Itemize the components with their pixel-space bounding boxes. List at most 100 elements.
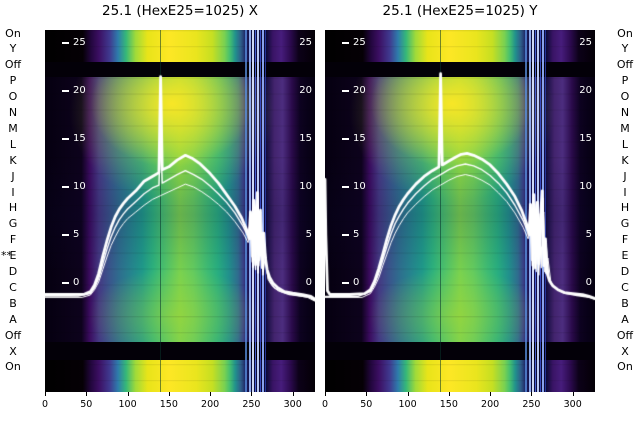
- row-label-left-b-17: B: [9, 296, 17, 310]
- row-label-right-l-7: L: [621, 137, 629, 151]
- value-tick-label-right: 10: [299, 181, 312, 192]
- row-label-right-c-16: C: [621, 280, 629, 294]
- row-label-right-d-15: D: [620, 265, 630, 278]
- value-tick-mark: [62, 42, 69, 44]
- value-tick-label: 10: [353, 181, 366, 192]
- value-tick-label: 15: [353, 133, 366, 144]
- x-tick-label: 0: [41, 399, 49, 410]
- x-tick-mark: [210, 392, 212, 396]
- row-label-right-k-8: K: [621, 153, 629, 167]
- row-label-right-y-1: Y: [621, 42, 629, 56]
- value-tick-label-right: 25: [579, 37, 592, 48]
- profile-lines-canvas: [45, 30, 315, 392]
- x-tick-label: 250: [522, 399, 541, 410]
- row-label-right-g-12: G: [620, 217, 630, 231]
- x-tick-label: 0: [321, 399, 329, 410]
- x-tick-label: 250: [242, 399, 261, 410]
- value-tick-mark: [62, 186, 69, 188]
- x-tick-mark: [251, 392, 253, 396]
- value-tick-label-right: 5: [585, 229, 592, 240]
- value-tick-label: 15: [73, 133, 86, 144]
- value-tick-mark: [342, 234, 349, 236]
- row-label-left-p-3: P: [9, 74, 17, 88]
- x-tick-label: 200: [481, 399, 500, 410]
- x-tick-mark: [45, 392, 46, 396]
- x-tick-mark: [86, 392, 88, 396]
- row-label-left-off-2: Off: [4, 58, 22, 72]
- row-label-left-l-7: L: [9, 137, 17, 151]
- value-tick-label-right: 20: [299, 85, 312, 96]
- value-tick-label: 0: [73, 277, 80, 288]
- plot-area-y: 25 25 20 20 15 15 10 10 5 5 0 0: [325, 30, 595, 392]
- value-tick-mark: [342, 138, 349, 140]
- row-label-right-o-4: O: [620, 90, 630, 104]
- value-tick-mark: [342, 282, 349, 284]
- row-label-left-k-8: K: [9, 153, 17, 167]
- value-tick-label-right: 15: [579, 133, 592, 144]
- panel-x-title: 25.1 (HexE25=1025) X: [101, 3, 258, 19]
- value-tick-label: 20: [353, 85, 366, 96]
- x-tick-label: 300: [283, 399, 302, 410]
- row-label-left-x-20: X: [9, 344, 17, 358]
- row-label-right-p-3: P: [621, 74, 629, 88]
- panel-x: 25 25 20 20 15 15 10 10 5 5 0 0 0 50 100 150 200 250 300: [42, 30, 315, 422]
- value-tick-mark: [62, 234, 69, 236]
- x-tick-mark: [366, 392, 368, 396]
- x-tick-mark: [490, 392, 492, 396]
- row-label-left-g-12: G: [8, 217, 18, 231]
- x-tick-label: 50: [360, 399, 373, 410]
- x-tick-mark: [168, 392, 170, 396]
- row-label-right-j-9: J: [623, 169, 627, 183]
- value-tick-label: 0: [353, 277, 360, 288]
- value-tick-mark: [342, 186, 349, 188]
- value-tick-label: 20: [73, 85, 86, 96]
- x-tick-mark: [572, 392, 574, 396]
- value-tick-label-right: 0: [585, 277, 592, 288]
- x-tick-label: 150: [439, 399, 458, 410]
- value-tick-mark: [342, 42, 349, 44]
- x-tick-label: 200: [201, 399, 220, 410]
- value-tick-mark: [62, 138, 69, 140]
- value-tick-mark: [62, 90, 69, 92]
- value-tick-label-right: 5: [305, 229, 312, 240]
- profile-lines-canvas: [325, 30, 595, 392]
- x-tick-mark: [325, 392, 326, 396]
- value-tick-label: 25: [353, 37, 366, 48]
- value-tick-mark: [62, 282, 69, 284]
- row-label-left-i-10: I: [11, 185, 15, 199]
- star-marker: **: [1, 249, 12, 263]
- row-label-left-o-4: O: [8, 90, 18, 104]
- row-label-right-i-10: I: [623, 185, 627, 199]
- x-tick-label: 150: [159, 399, 178, 410]
- row-label-left-c-16: C: [9, 280, 17, 294]
- value-tick-label-right: 0: [305, 277, 312, 288]
- row-label-left-on-21: On: [5, 360, 21, 374]
- x-tick-mark: [292, 392, 294, 396]
- left-row-labels: On Y Off P O N M L K J I H G F E D C B A Off X On **: [0, 0, 26, 440]
- x-tick-label: 300: [563, 399, 582, 410]
- row-label-left-f-13: F: [9, 233, 17, 247]
- x-tick-mark: [531, 392, 533, 396]
- row-label-right-x-20: X: [621, 344, 629, 358]
- row-label-right-b-17: B: [621, 296, 629, 310]
- value-tick-label-right: 20: [579, 85, 592, 96]
- x-tick-mark: [407, 392, 409, 396]
- value-tick-mark: [342, 90, 349, 92]
- x-tick-label: 50: [80, 399, 93, 410]
- row-label-left-h-11: H: [8, 201, 18, 215]
- row-label-left-y-1: Y: [9, 42, 17, 56]
- x-tick-label: 100: [118, 399, 137, 410]
- row-label-right-f-13: F: [621, 233, 629, 247]
- row-label-right-m-6: M: [620, 121, 630, 135]
- value-tick-label-right: 25: [299, 37, 312, 48]
- row-label-left-on-0: On: [5, 26, 21, 40]
- row-label-left-n-5: N: [8, 106, 18, 119]
- row-label-right-h-11: H: [620, 201, 630, 215]
- panel-y: 25 25 20 20 15 15 10 10 5 5 0 0 0 50 100 150 200 250 300: [322, 30, 595, 422]
- value-tick-label-right: 10: [579, 181, 592, 192]
- plot-area-x: 25 25 20 20 15 15 10 10 5 5 0 0: [45, 30, 315, 392]
- row-label-right-on-0: On: [617, 26, 633, 40]
- x-tick-mark: [448, 392, 450, 396]
- value-tick-label: 25: [73, 37, 86, 48]
